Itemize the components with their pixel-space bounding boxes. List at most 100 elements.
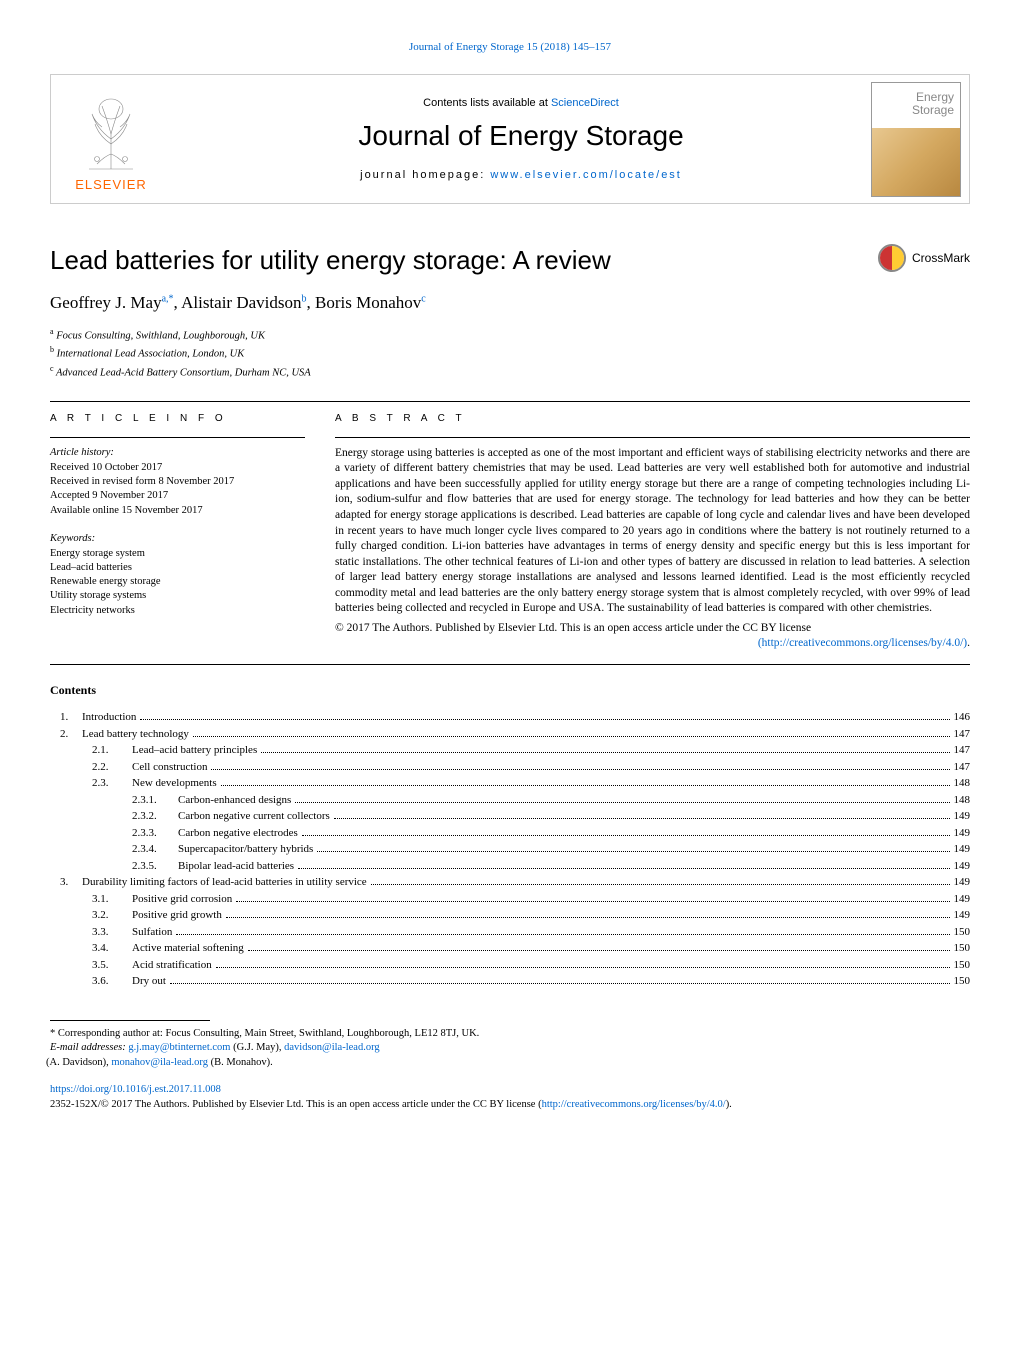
- toc-title: Durability limiting factors of lead-acid…: [82, 874, 367, 891]
- homepage-label: journal homepage:: [360, 169, 490, 181]
- license-link[interactable]: (http://creativecommons.org/licenses/by/…: [758, 637, 967, 649]
- toc-row: 3.Durability limiting factors of lead-ac…: [50, 874, 970, 891]
- toc-leader-dots: [334, 818, 950, 819]
- divider: [50, 664, 970, 665]
- author-2-affil: b: [302, 293, 307, 304]
- author-1-affil: a,*: [162, 293, 174, 304]
- toc-page: 149: [954, 808, 971, 825]
- toc-page: 146: [954, 709, 971, 726]
- crossmark-badge[interactable]: CrossMark: [878, 244, 970, 272]
- cover-thumb-title: EnergyStorage: [912, 91, 954, 117]
- license-line: (http://creativecommons.org/licenses/by/…: [335, 636, 970, 651]
- journal-masthead-center: Contents lists available at ScienceDirec…: [171, 96, 871, 183]
- toc-number: 2.3.2.: [132, 808, 178, 825]
- toc-number: 3.2.: [92, 907, 132, 924]
- article-info-column: A R T I C L E I N F O Article history: R…: [50, 412, 305, 651]
- journal-title: Journal of Energy Storage: [171, 118, 871, 154]
- toc-row: 1.Introduction 146: [50, 709, 970, 726]
- journal-masthead: ELSEVIER Contents lists available at Sci…: [50, 74, 970, 204]
- footnotes: * Corresponding author at: Focus Consult…: [50, 1027, 510, 1071]
- toc-title: Supercapacitor/battery hybrids: [178, 841, 313, 858]
- corresponding-author-note: * Corresponding author at: Focus Consult…: [50, 1027, 510, 1042]
- toc-row: 3.6.Dry out 150: [92, 973, 970, 990]
- toc-row: 3.3.Sulfation 150: [92, 924, 970, 941]
- toc-row: 2.3.5.Bipolar lead-acid batteries 149: [132, 858, 970, 875]
- abstract-column: A B S T R A C T Energy storage using bat…: [335, 412, 970, 651]
- history-received: Received 10 October 2017: [50, 461, 305, 475]
- keywords-label: Keywords:: [50, 532, 305, 546]
- toc-leader-dots: [216, 967, 950, 968]
- toc-heading: Contents: [50, 683, 970, 699]
- toc-leader-dots: [193, 736, 950, 737]
- keyword: Renewable energy storage: [50, 575, 305, 589]
- keyword: Electricity networks: [50, 604, 305, 618]
- journal-homepage-link[interactable]: www.elsevier.com/locate/est: [490, 169, 682, 181]
- toc-leader-dots: [211, 769, 949, 770]
- toc-page: 148: [954, 775, 971, 792]
- crossmark-icon: [878, 244, 906, 272]
- toc-leader-dots: [170, 983, 950, 984]
- toc-leader-dots: [140, 719, 949, 720]
- abstract-copyright: © 2017 The Authors. Published by Elsevie…: [335, 621, 970, 636]
- toc-row: 2.2.Cell construction 147: [92, 759, 970, 776]
- abstract-text: Energy storage using batteries is accept…: [335, 446, 970, 617]
- toc-number: 2.3.3.: [132, 825, 178, 842]
- email-link[interactable]: g.j.may@btinternet.com: [128, 1042, 230, 1053]
- divider: [50, 401, 970, 402]
- toc-leader-dots: [298, 868, 949, 869]
- toc-title: Sulfation: [132, 924, 172, 941]
- toc-number: 2.3.1.: [132, 792, 178, 809]
- article-title: Lead batteries for utility energy storag…: [50, 244, 970, 278]
- keywords: Keywords: Energy storage system Lead–aci…: [50, 532, 305, 618]
- toc-page: 147: [954, 742, 971, 759]
- toc-number: 3.6.: [92, 973, 132, 990]
- toc-title: Acid stratification: [132, 957, 212, 974]
- toc-row: 2.3.New developments 148: [92, 775, 970, 792]
- toc-row: 2.3.3.Carbon negative electrodes 149: [132, 825, 970, 842]
- history-revised: Received in revised form 8 November 2017: [50, 475, 305, 489]
- toc-leader-dots: [295, 802, 949, 803]
- toc-leader-dots: [221, 785, 950, 786]
- page-copyright: 2352-152X/© 2017 The Authors. Published …: [50, 1098, 970, 1112]
- toc-page: 150: [954, 973, 971, 990]
- toc-number: 2.: [50, 726, 82, 743]
- toc-page: 148: [954, 792, 971, 809]
- bottom-license-link[interactable]: http://creativecommons.org/licenses/by/4…: [542, 1099, 726, 1110]
- toc-row: 2.3.1.Carbon-enhanced designs 148: [132, 792, 970, 809]
- doi-link[interactable]: https://doi.org/10.1016/j.est.2017.11.00…: [50, 1084, 221, 1095]
- toc-row: 3.4.Active material softening 150: [92, 940, 970, 957]
- toc-page: 149: [954, 841, 971, 858]
- toc-number: 2.3.: [92, 775, 132, 792]
- email-link[interactable]: davidson@ila-lead.org: [284, 1042, 380, 1053]
- toc-row: 2.Lead battery technology 147: [50, 726, 970, 743]
- toc-title: Lead–acid battery principles: [132, 742, 257, 759]
- email-link[interactable]: monahov@ila-lead.org: [111, 1057, 208, 1068]
- history-label: Article history:: [50, 446, 305, 460]
- toc-title: Dry out: [132, 973, 166, 990]
- email-addresses: E-mail addresses: g.j.may@btinternet.com…: [50, 1041, 510, 1070]
- toc-title: Bipolar lead-acid batteries: [178, 858, 294, 875]
- toc-title: New developments: [132, 775, 217, 792]
- info-abstract-row: A R T I C L E I N F O Article history: R…: [50, 412, 970, 651]
- elsevier-wordmark: ELSEVIER: [75, 177, 147, 194]
- toc-number: 3.5.: [92, 957, 132, 974]
- toc-number: 3.: [50, 874, 82, 891]
- header-citation-link[interactable]: Journal of Energy Storage 15 (2018) 145–…: [409, 41, 611, 53]
- toc-page: 149: [954, 891, 971, 908]
- affiliation-a: Focus Consulting, Swithland, Loughboroug…: [56, 331, 265, 342]
- toc-leader-dots: [302, 835, 950, 836]
- author-1: Geoffrey J. May: [50, 293, 162, 312]
- toc-number: 2.2.: [92, 759, 132, 776]
- toc-page: 149: [954, 874, 971, 891]
- affiliation-c: Advanced Lead-Acid Battery Consortium, D…: [56, 367, 311, 378]
- toc-number: 2.3.5.: [132, 858, 178, 875]
- toc-row: 2.3.2.Carbon negative current collectors…: [132, 808, 970, 825]
- history-accepted: Accepted 9 November 2017: [50, 489, 305, 503]
- toc-title: Positive grid growth: [132, 907, 222, 924]
- sciencedirect-link[interactable]: ScienceDirect: [551, 97, 619, 109]
- toc-row: 3.1.Positive grid corrosion 149: [92, 891, 970, 908]
- toc-page: 147: [954, 726, 971, 743]
- contents-available-line: Contents lists available at ScienceDirec…: [171, 96, 871, 110]
- toc-number: 2.3.4.: [132, 841, 178, 858]
- toc-number: 2.1.: [92, 742, 132, 759]
